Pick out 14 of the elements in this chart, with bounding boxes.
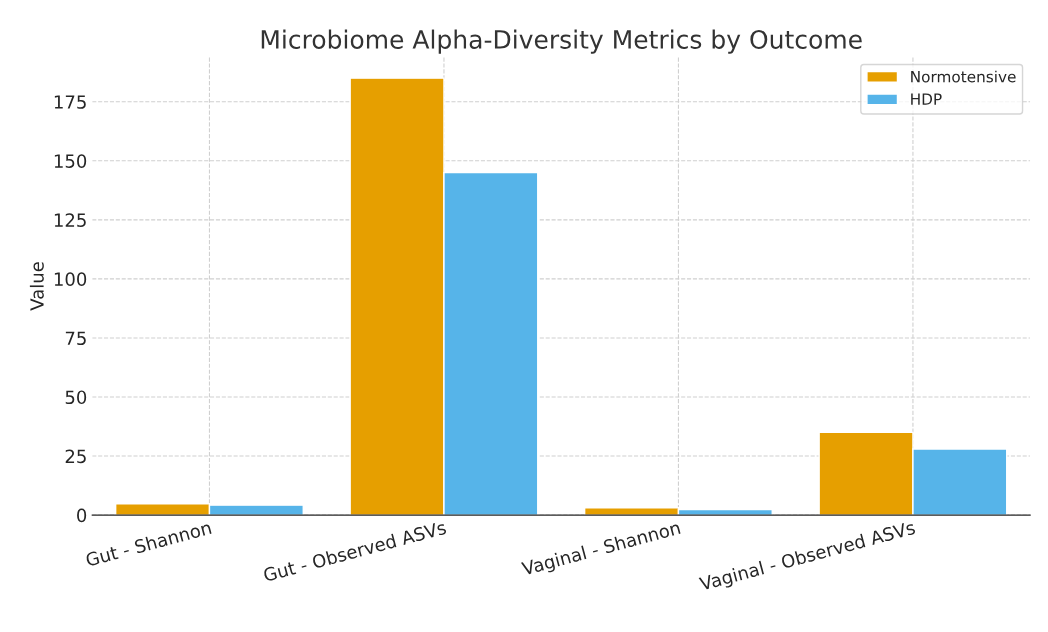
legend-label: Normotensive [911,70,1016,83]
y-tick-label: 75 [65,331,86,346]
y-tick-label: 50 [65,390,87,405]
y-tick-label: 150 [54,154,87,168]
y-tick-label: 0 [77,508,87,523]
y-tick-label: 25 [65,449,86,464]
y-tick-label: 125 [54,213,86,227]
x-tick-label: Gut - Shannon [85,520,212,567]
chart-title: Microbiome Alpha-Diversity Metrics by Outcome [261,29,862,54]
legend-label: HDP [911,93,942,105]
y-tick-label: 100 [54,272,87,287]
y-axis-title: Value [29,262,44,311]
x-tick-label: Vaginal - Shannon [520,520,682,580]
y-tick-label: 175 [54,95,86,109]
